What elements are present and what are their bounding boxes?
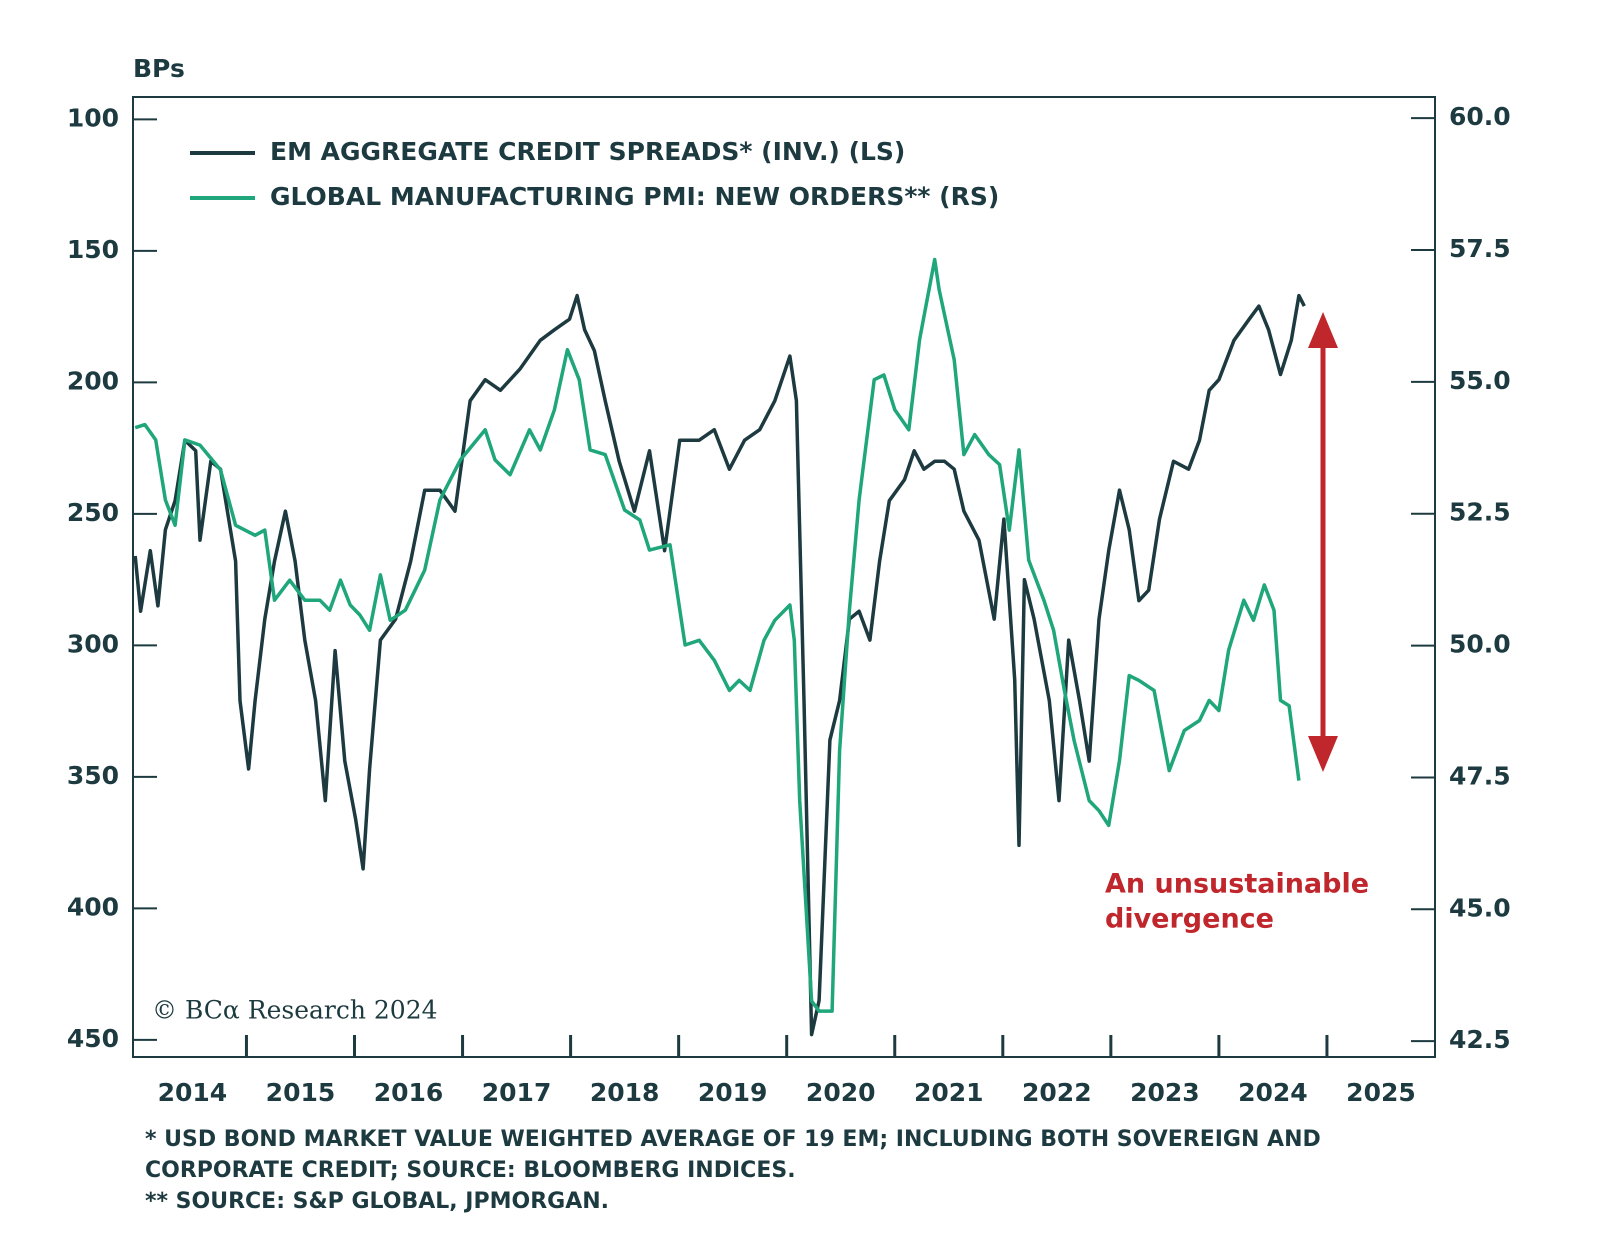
x-tick-label: 2021 xyxy=(914,1078,984,1107)
y-tick-label: 450 xyxy=(67,1024,119,1053)
x-tick-label: 2017 xyxy=(482,1078,552,1107)
annotation: divergence xyxy=(1105,904,1274,935)
arrow-head xyxy=(1308,736,1338,772)
arrow-head xyxy=(1308,312,1338,348)
x-tick-label: 2014 xyxy=(158,1078,228,1107)
series-line xyxy=(134,257,1301,1013)
x-tick-label: 2020 xyxy=(806,1078,876,1107)
annotation: An unsustainable xyxy=(1105,869,1369,900)
y2-tick-label: 45.0 xyxy=(1449,893,1511,922)
x-tick-label: 2024 xyxy=(1238,1078,1308,1107)
x-tick-label: 2019 xyxy=(698,1078,768,1107)
copyright: © BCα Research 2024 xyxy=(152,996,438,1025)
y2-tick-label: 55.0 xyxy=(1449,366,1511,395)
y-tick-label: 250 xyxy=(67,498,119,527)
y2-tick-label: 60.0 xyxy=(1449,102,1511,131)
y2-tick-label: 47.5 xyxy=(1449,761,1511,790)
x-tick-label: 2016 xyxy=(374,1078,444,1107)
footnote: * USD BOND MARKET VALUE WEIGHTED AVERAGE… xyxy=(145,1127,1321,1152)
y-axis-label: BPs xyxy=(133,54,185,83)
series-line xyxy=(133,293,1306,1037)
y2-tick-label: 57.5 xyxy=(1449,234,1511,263)
x-tick-label: 2018 xyxy=(590,1078,660,1107)
plot-frame xyxy=(132,96,1436,1058)
x-tick-label: 2022 xyxy=(1022,1078,1092,1107)
y2-tick-label: 50.0 xyxy=(1449,630,1511,659)
footnote: ** SOURCE: S&P GLOBAL, JPMORGAN. xyxy=(145,1189,609,1214)
y-tick-label: 300 xyxy=(67,629,119,658)
footnote: CORPORATE CREDIT; SOURCE: BLOOMBERG INDI… xyxy=(145,1158,796,1183)
x-tick-label: 2023 xyxy=(1130,1078,1200,1107)
x-tick-label: 2025 xyxy=(1346,1078,1416,1107)
legend-label: GLOBAL MANUFACTURING PMI: NEW ORDERS** (… xyxy=(270,182,999,211)
y2-tick-label: 52.5 xyxy=(1449,498,1511,527)
divergence-arrow xyxy=(1308,312,1338,772)
y-tick-label: 400 xyxy=(67,892,119,921)
x-tick-label: 2015 xyxy=(266,1078,336,1107)
y-tick-label: 200 xyxy=(67,366,119,395)
y2-tick-label: 42.5 xyxy=(1449,1025,1511,1054)
y-tick-label: 150 xyxy=(67,235,119,264)
y-tick-label: 100 xyxy=(67,103,119,132)
y-tick-label: 350 xyxy=(67,761,119,790)
legend-label: EM AGGREGATE CREDIT SPREADS* (INV.) (LS) xyxy=(270,137,905,166)
